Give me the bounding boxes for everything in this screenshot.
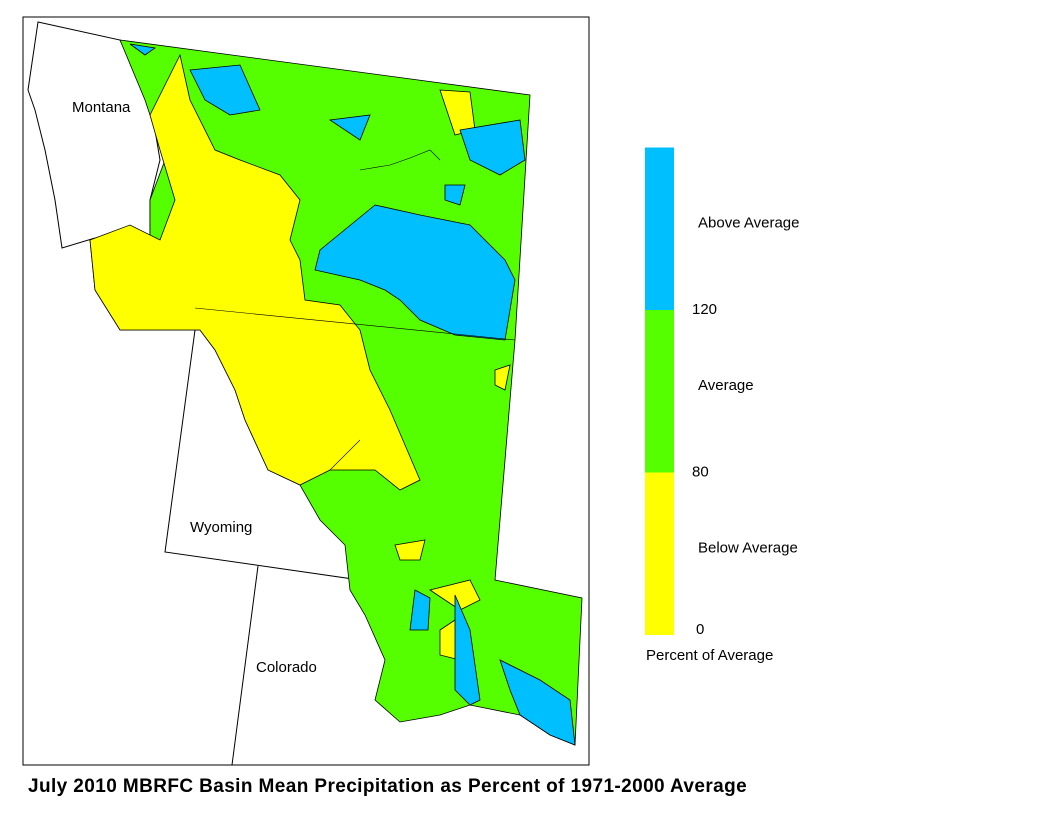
legend-tick-label: 80	[692, 463, 709, 480]
state-label: Wyoming	[190, 519, 252, 536]
legend-title: Percent of Average	[646, 647, 773, 664]
legend-tick-label: 120	[692, 301, 717, 318]
legend-swatch	[645, 147, 674, 310]
state-label: Montana	[72, 99, 131, 116]
legend-swatch	[645, 310, 674, 473]
state-border	[194, 307, 516, 471]
map: Montana Wyoming Colorado	[27, 21, 583, 766]
legend: Percent of Average Below Average Average A…	[645, 147, 799, 664]
basins-below-average	[89, 53, 421, 491]
basins-above-average	[314, 204, 516, 341]
river	[359, 149, 441, 171]
legend-swatch	[645, 472, 674, 635]
legend-class-label: Above Average	[698, 215, 799, 232]
basins-above-average-2	[129, 43, 576, 746]
caption: July 2010 MBRFC Basin Mean Precipitation…	[28, 776, 747, 797]
legend-tick-label: 0	[696, 621, 704, 638]
legend-class-label: Below Average	[698, 540, 798, 557]
state-label: Colorado	[256, 659, 317, 676]
legend-class-label: Average	[698, 377, 754, 394]
